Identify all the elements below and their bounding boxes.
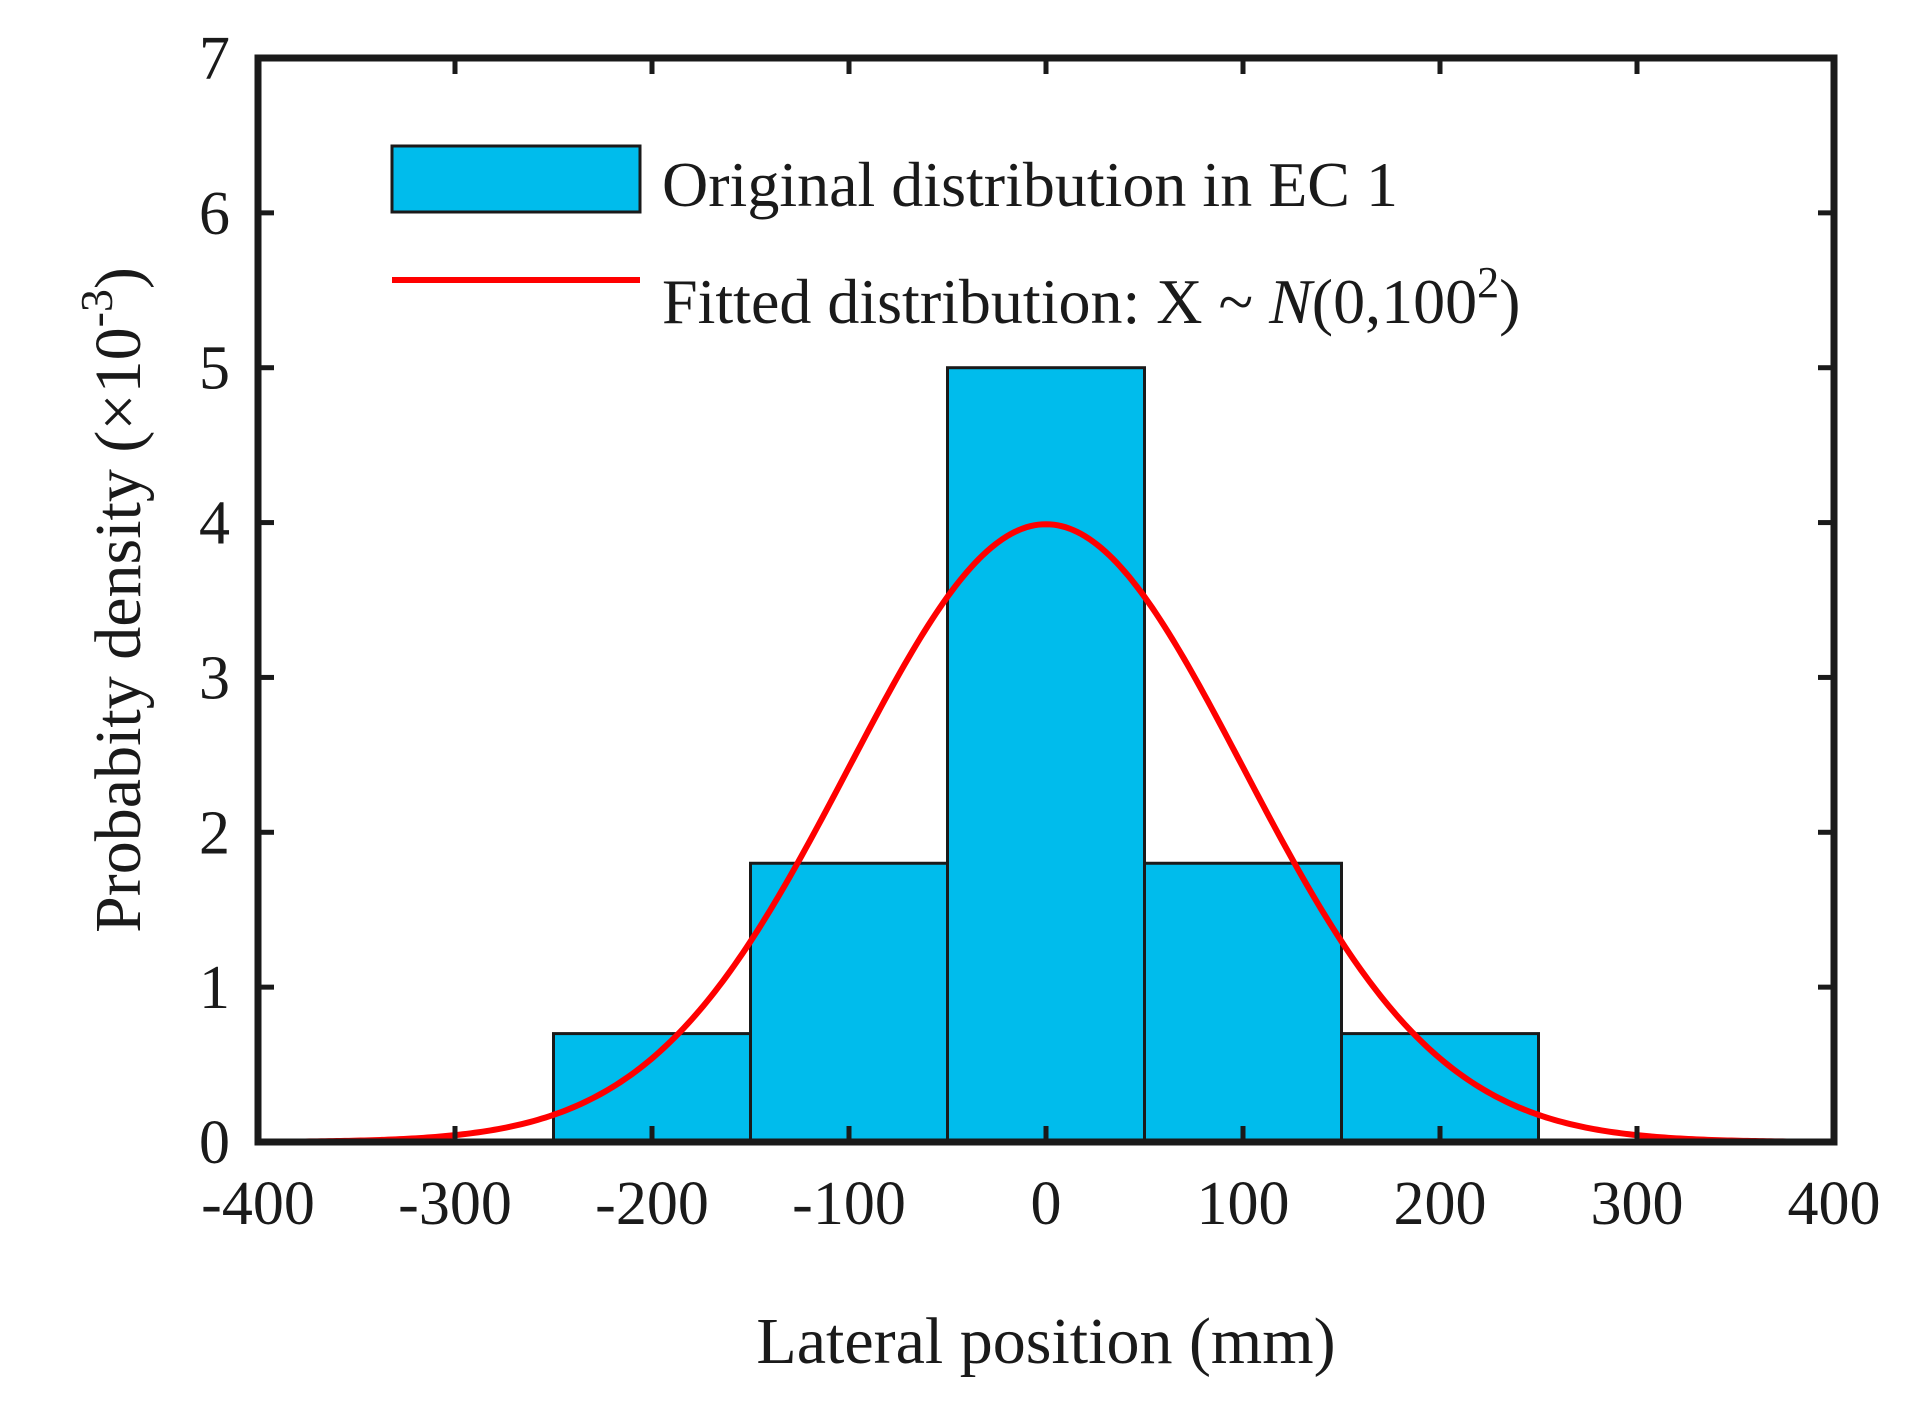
legend-label-fit: Fitted distribution: X ~ N(0,1002) bbox=[662, 258, 1520, 337]
histogram-bar-1 bbox=[749, 861, 949, 1144]
x-tick-label-2: -200 bbox=[595, 1170, 709, 1238]
x-tick-label-5: 100 bbox=[1197, 1170, 1290, 1238]
y-tick-label-3: 3 bbox=[199, 644, 230, 712]
legend-swatch-histogram bbox=[390, 144, 642, 214]
fitted-normal-curve bbox=[257, 521, 1835, 1145]
x-tick-label-0: -400 bbox=[201, 1170, 315, 1238]
x-tick-label-7: 300 bbox=[1591, 1170, 1684, 1238]
y-tick-label-6: 6 bbox=[199, 180, 230, 248]
x-tick-label-1: -300 bbox=[398, 1170, 512, 1238]
y-tick-label-5: 5 bbox=[199, 335, 230, 403]
y-tick-label-0: 0 bbox=[199, 1109, 230, 1177]
histogram-bars bbox=[552, 366, 1540, 1144]
histogram-bar-3 bbox=[1143, 861, 1343, 1144]
y-tick-label-2: 2 bbox=[199, 799, 230, 867]
histogram-bar-2 bbox=[946, 366, 1146, 1144]
x-tick-label-3: -100 bbox=[792, 1170, 906, 1238]
histogram-bar-4 bbox=[1340, 1032, 1540, 1144]
y-tick-label-1: 1 bbox=[199, 954, 230, 1022]
x-tick-label-6: 200 bbox=[1394, 1170, 1487, 1238]
axis-ticks: -400 -300 -200 -100 0 100 200 300 400 0 1 2 3 4 5 6 7 bbox=[199, 25, 1881, 1238]
y-tick-label-4: 4 bbox=[199, 490, 230, 558]
x-tick-label-8: 400 bbox=[1788, 1170, 1881, 1238]
y-axis-title: Probabity density (×10-3) bbox=[71, 267, 155, 933]
histogram-bar-0 bbox=[552, 1032, 752, 1144]
legend: Original distribution in EC 1 Fitted dis… bbox=[390, 144, 1520, 337]
x-tick-label-4: 0 bbox=[1031, 1170, 1062, 1238]
legend-label-histogram: Original distribution in EC 1 bbox=[662, 149, 1398, 220]
y-tick-label-7: 7 bbox=[199, 25, 230, 93]
x-axis-title: Lateral position (mm) bbox=[756, 1305, 1335, 1378]
